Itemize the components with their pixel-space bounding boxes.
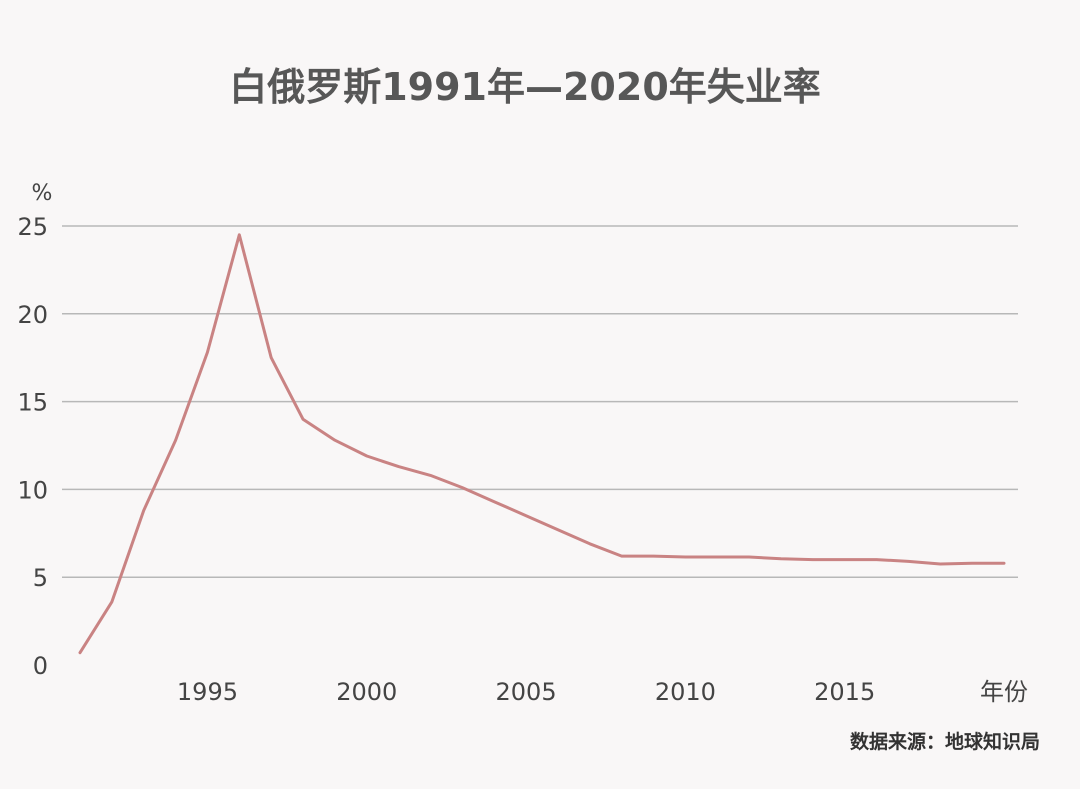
- y-tick-label-25: 25: [17, 213, 48, 241]
- series-line: [78, 233, 1006, 655]
- x-tick-label-2015: 2015: [814, 678, 875, 706]
- x-tick-label-2010: 2010: [655, 678, 716, 706]
- y-tick-label-5: 5: [33, 564, 48, 592]
- x-tick-label-1995: 1995: [177, 678, 238, 706]
- y-axis-unit: %: [32, 181, 53, 206]
- chart-title: 白俄罗斯1991年—2020年失业率: [229, 65, 821, 109]
- x-axis-label: 年份: [980, 678, 1028, 706]
- source-note: 数据来源：地球知识局: [850, 730, 1040, 753]
- y-tick-label-0: 0: [33, 652, 48, 680]
- y-tick-label-20: 20: [17, 301, 48, 329]
- gridlines: [62, 225, 1018, 578]
- y-tick-label-10: 10: [17, 476, 48, 504]
- x-tick-label-2000: 2000: [336, 678, 397, 706]
- y-tick-label-15: 15: [17, 389, 48, 417]
- x-tick-label-2005: 2005: [496, 678, 557, 706]
- y-tick-labels: 0 5 10 15 20 25: [17, 213, 48, 680]
- x-tick-labels: 1995 2000 2005 2010 2015: [177, 678, 875, 706]
